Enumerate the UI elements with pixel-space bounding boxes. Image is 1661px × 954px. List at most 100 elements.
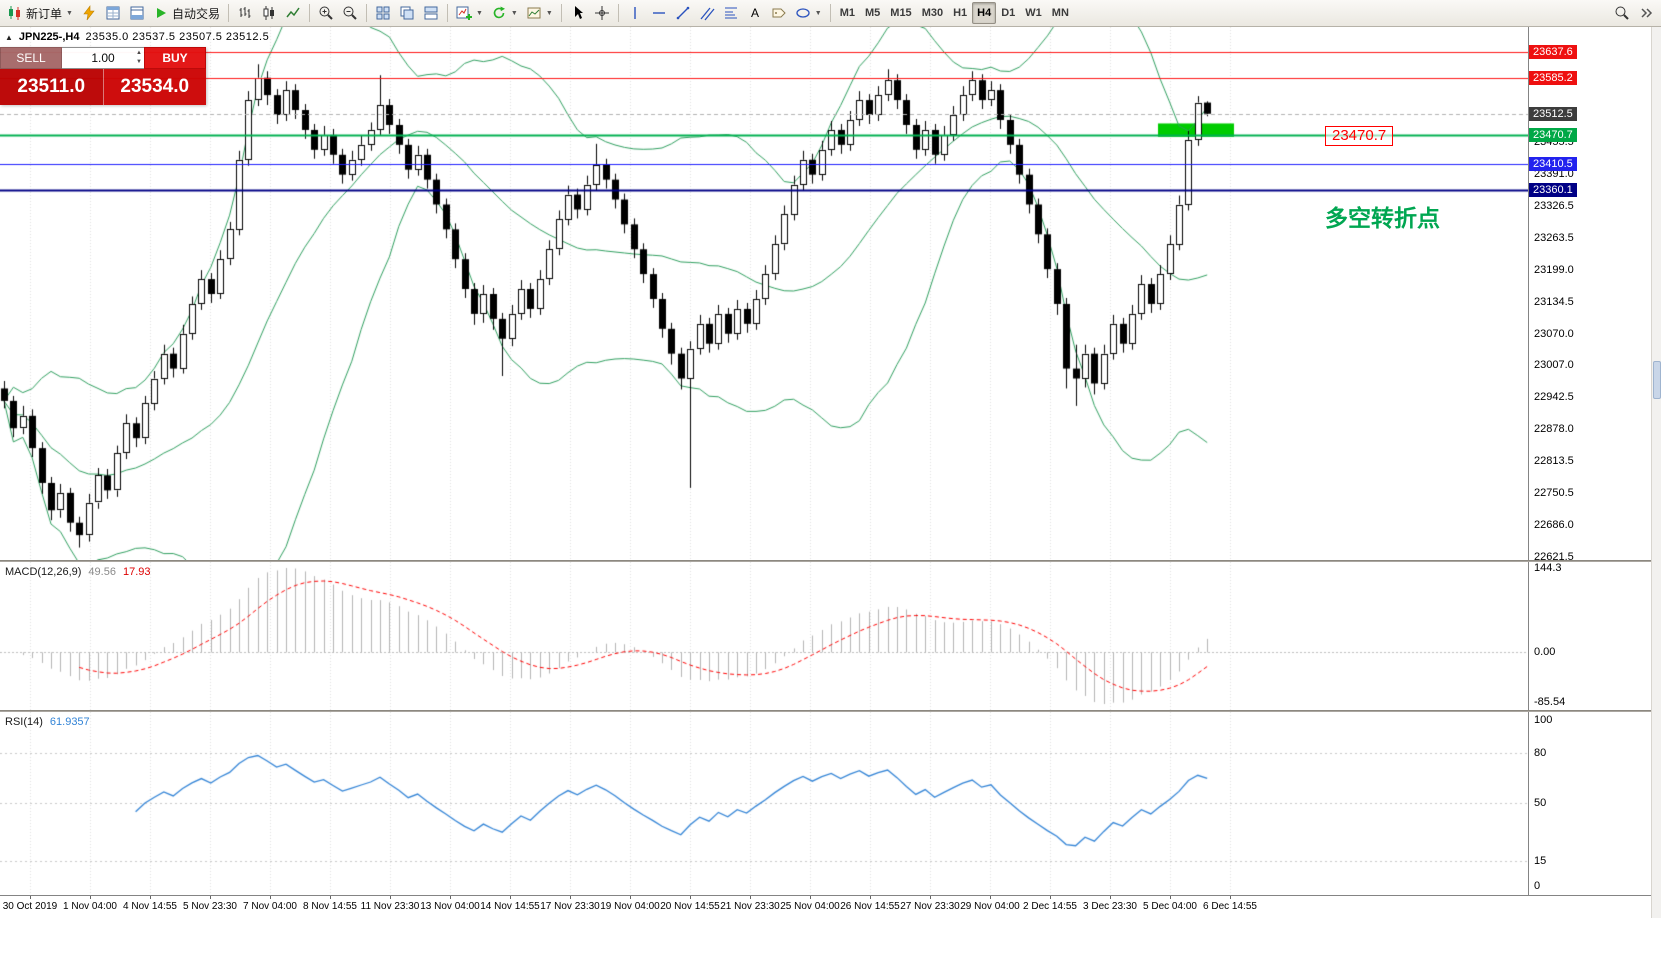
price-axis-label: 23007.0 [1534,359,1574,372]
time-axis-tick [930,896,931,899]
timeframe-h4-button[interactable]: H4 [972,2,997,24]
rsi-axis-label: 0 [1534,880,1541,892]
macd-main-value: 49.56 [88,566,116,578]
chevron-down-icon: ▼ [545,9,553,17]
shapes-icon [795,5,811,21]
trendline-button[interactable] [671,2,695,24]
market-watch-button[interactable] [101,2,125,24]
chevron-down-icon: ▼ [66,9,73,17]
time-axis-label: 20 Nov 14:55 [660,901,720,912]
time-axis-tick [510,896,511,899]
price-axis-label: 22878.0 [1534,423,1574,436]
panel-divider[interactable] [0,560,1651,562]
time-axis-tick [270,896,271,899]
channel-icon [699,5,715,21]
timeframe-mn-button[interactable]: MN [1051,7,1069,19]
buy-button[interactable]: BUY [144,47,206,69]
new-chart-button[interactable]: ▼ [452,2,487,24]
fibonacci-button[interactable] [719,2,743,24]
symbol-title: JPN225-,H4 [18,31,80,43]
shapes-button[interactable]: ▼ [791,2,826,24]
bar-chart-button[interactable] [233,2,257,24]
toolbar-separator [446,4,448,22]
new-chart-icon [456,5,472,21]
horizontal-line-button[interactable] [647,2,671,24]
one-click-trading-panel: SELL 1.00 ▲ ▼ BUY 23511.0 23534.0 [0,47,206,105]
time-axis-label: 6 Dec 14:55 [1203,901,1257,912]
templates-button[interactable]: ▼ [522,2,557,24]
new-order-button[interactable]: 新订单 ▼ [3,2,77,24]
fibonacci-icon [723,5,739,21]
macd-indicator-panel[interactable] [0,562,1528,710]
time-axis-label: 25 Nov 04:00 [780,901,840,912]
timeframe-m30-button[interactable]: M30 [921,7,944,19]
timeframe-w1-button[interactable]: W1 [1025,7,1042,19]
cursor-icon [570,5,586,21]
channel-button[interactable] [695,2,719,24]
main-chart[interactable] [0,27,1528,560]
sell-price[interactable]: 23511.0 [0,69,104,105]
templates-icon [526,5,542,21]
time-axis-label: 5 Dec 04:00 [1143,901,1197,912]
new-order-icon [7,5,23,21]
price-axis-label: 22813.5 [1534,455,1574,468]
zoom-out-button[interactable] [338,2,362,24]
vertical-scrollbar[interactable] [1651,27,1661,918]
zoom-in-icon [318,5,334,21]
line-chart-button[interactable] [281,2,305,24]
search-button[interactable] [1610,2,1634,24]
timeframe-m15-button[interactable]: M15 [890,7,912,19]
timeframe-m1-button[interactable]: M1 [839,7,855,19]
vertical-line-button[interactable] [623,2,647,24]
line-chart-icon [285,5,301,21]
time-axis-label: 11 Nov 23:30 [360,901,420,912]
rsi-label: RSI(14) 61.9357 [5,716,90,728]
scrollbar-thumb[interactable] [1653,361,1661,399]
price-axis[interactable]: 23455.5 23391.0 23326.5 23263.5 23199.0 23134… [1528,27,1651,918]
time-axis[interactable]: 30 Oct 2019 1 Nov 04:00 4 Nov 14:55 5 Nov 2… [0,895,1651,918]
volume-spinner-icon[interactable]: ▲ ▼ [136,50,142,65]
time-axis-tick [990,896,991,899]
expand-trade-panel-icon[interactable]: ▲ [5,32,13,42]
label-button[interactable] [767,2,791,24]
main-toolbar: 新订单 ▼ 自动交易 ▼ ▼ ▼ A ▼ M1 M5 M15 M30 H1 H4 D1 W1 MN [0,0,1661,27]
zoom-in-button[interactable] [314,2,338,24]
price-level-axis-badge: 23360.1 [1529,182,1577,197]
panel-divider[interactable] [0,710,1651,712]
timeframe-m5-button[interactable]: M5 [865,7,881,19]
market-watch-icon [105,5,121,21]
cursor-button[interactable] [566,2,590,24]
macd-name: MACD(12,26,9) [5,566,82,578]
buy-price[interactable]: 23534.0 [103,69,206,105]
price-level-label[interactable]: 23470.7 [1325,126,1394,146]
overflow-button[interactable] [1634,2,1658,24]
timeframe-d1-button[interactable]: D1 [1001,7,1016,19]
macd-axis-label: 144.3 [1534,562,1562,574]
cascade-windows-button[interactable] [395,2,419,24]
volume-input[interactable]: 1.00 ▲ ▼ [62,47,144,69]
volume-value: 1.00 [91,51,115,65]
timeframe-h1-button[interactable]: H1 [953,7,968,19]
rsi-axis-label: 50 [1534,797,1547,809]
autotrading-button[interactable]: 自动交易 [149,2,224,24]
candles-button[interactable] [257,2,281,24]
cascade-windows-icon [399,5,415,21]
alerts-button[interactable] [77,2,101,24]
rsi-indicator-panel[interactable] [0,712,1528,894]
text-button[interactable]: A [743,2,767,24]
time-axis-label: 1 Nov 04:00 [63,901,117,912]
time-axis-tick [450,896,451,899]
crosshair-icon [594,5,610,21]
overflow-icon [1638,5,1654,21]
terminal-button[interactable] [125,2,149,24]
tile-windows-button[interactable] [371,2,395,24]
price-axis-label: 22942.5 [1534,391,1574,404]
arrange-windows-button[interactable] [419,2,443,24]
time-axis-tick [330,896,331,899]
cycle-symbols-button[interactable]: ▼ [487,2,522,24]
sell-button[interactable]: SELL [0,47,62,69]
tile-windows-icon [375,5,391,21]
price-level-axis-badge: 23410.5 [1529,157,1577,172]
crosshair-button[interactable] [590,2,614,24]
